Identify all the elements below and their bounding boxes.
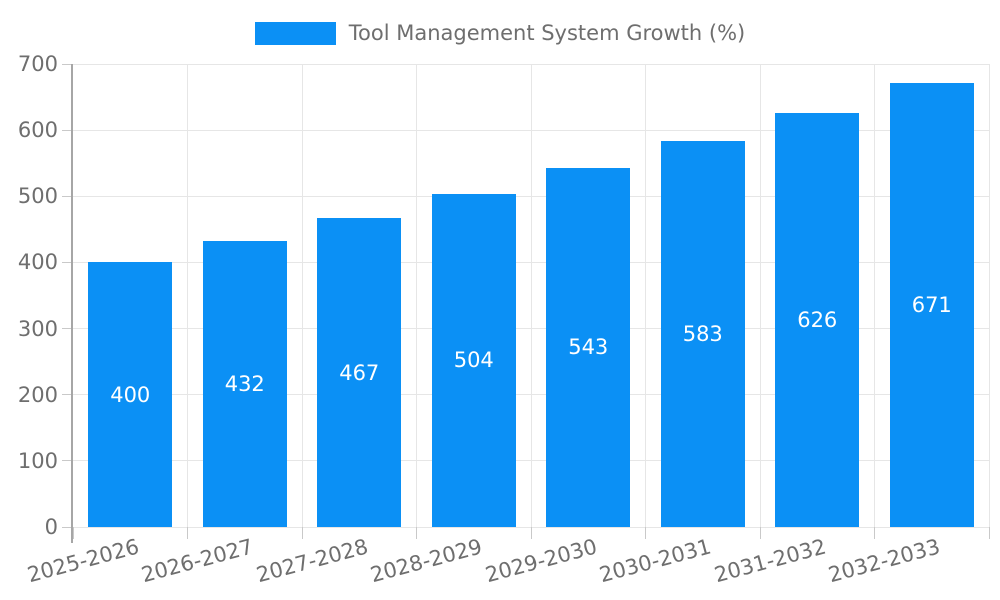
x-tick-label: 2031-2032 (711, 534, 829, 588)
bar-value-label: 583 (682, 322, 723, 347)
y-axis-line (71, 64, 73, 543)
x-tick-mark (759, 527, 761, 539)
x-tick-label: 2029-2030 (482, 534, 600, 588)
y-tick-mark (62, 460, 73, 462)
bar-value-label: 626 (797, 307, 838, 332)
y-tick-label: 700 (17, 52, 58, 76)
x-gridline (530, 64, 532, 527)
y-tick-mark (62, 261, 73, 263)
x-gridline (416, 64, 417, 527)
bar-value-label: 432 (224, 372, 265, 397)
x-gridline (301, 64, 303, 527)
bar-value-label: 467 (339, 360, 380, 385)
legend-swatch (254, 21, 336, 45)
x-gridline (874, 64, 875, 527)
x-gridline (187, 64, 188, 527)
x-tick-label: 2025-2026 (24, 534, 142, 588)
bar[interactable]: 432 (202, 241, 287, 527)
y-tick-label: 100 (17, 448, 58, 473)
x-tick-mark (874, 527, 875, 539)
x-gridline (988, 64, 990, 527)
x-gridline (759, 64, 761, 527)
bar-value-label: 400 (110, 382, 151, 407)
legend-title: Tool Management System Growth (%) (348, 21, 746, 45)
y-tick-label: 600 (17, 118, 58, 143)
x-tick-label: 2028-2029 (368, 534, 485, 588)
x-tick-label: 2030-2031 (597, 534, 714, 588)
y-tick-label: 400 (17, 250, 58, 275)
bar[interactable]: 671 (889, 83, 974, 527)
x-tick-label: 2026-2027 (139, 534, 256, 588)
bar-value-label: 543 (568, 335, 609, 360)
x-tick-mark (530, 527, 532, 539)
bar-value-label: 504 (453, 348, 494, 373)
y-tick-mark (62, 195, 73, 197)
y-tick-mark (62, 63, 73, 65)
bar[interactable]: 400 (88, 262, 173, 527)
bar[interactable]: 583 (660, 141, 745, 527)
x-tick-mark (645, 527, 646, 539)
y-tick-label: 500 (17, 184, 58, 209)
y-tick-label: 300 (17, 316, 58, 341)
y-tick-mark (62, 394, 73, 396)
x-tick-label: 2032-2033 (826, 534, 943, 588)
bar[interactable]: 467 (317, 218, 402, 527)
bar[interactable]: 626 (775, 112, 860, 527)
bar[interactable]: 504 (431, 193, 516, 527)
x-tick-mark (72, 527, 74, 539)
bar-value-label: 671 (911, 293, 952, 318)
x-tick-mark (187, 527, 188, 539)
x-gridline (645, 64, 646, 527)
y-tick-label: 0 (44, 515, 58, 539)
x-tick-label: 2027-2028 (253, 534, 371, 588)
y-tick-mark (62, 328, 73, 330)
y-tick-mark (62, 129, 73, 131)
legend-item[interactable]: Tool Management System Growth (%) (0, 21, 1000, 45)
y-tick-mark (62, 526, 73, 528)
bar[interactable]: 543 (546, 167, 631, 527)
x-tick-mark (301, 527, 303, 539)
x-tick-mark (988, 527, 990, 539)
x-tick-mark (416, 527, 417, 539)
y-tick-label: 200 (17, 382, 58, 407)
